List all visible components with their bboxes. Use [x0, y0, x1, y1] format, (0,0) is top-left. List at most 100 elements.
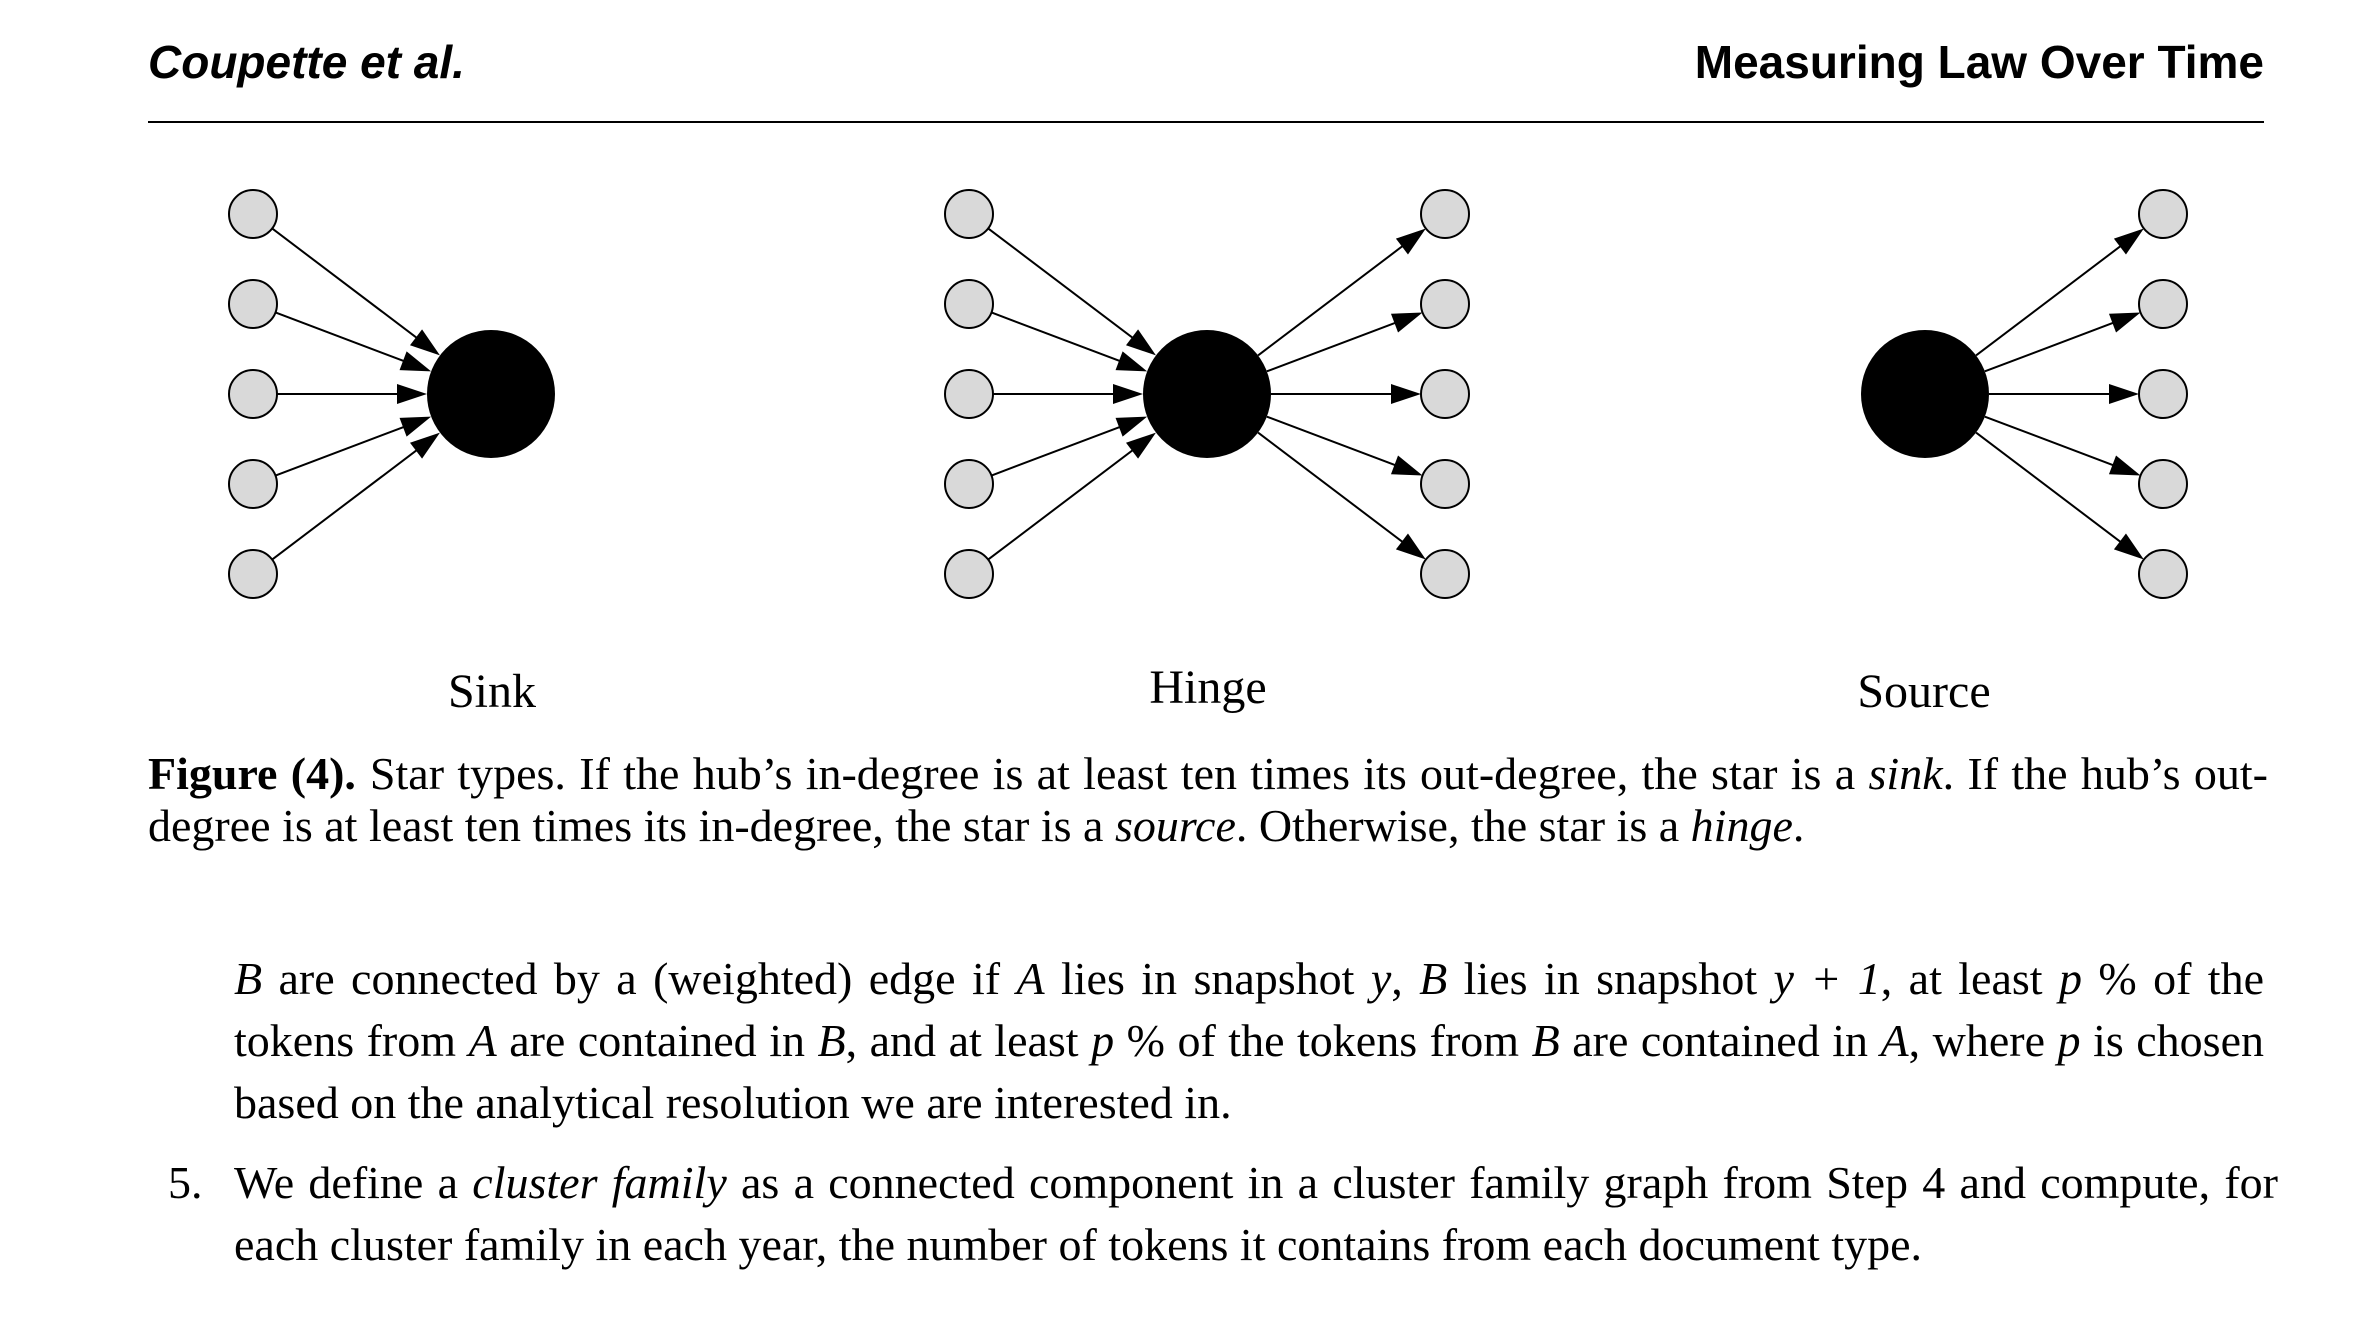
running-head: Coupette et al. Measuring Law Over Time — [148, 36, 2264, 88]
hub-node-source — [1861, 330, 1989, 458]
arrowhead — [409, 432, 440, 459]
caption-text: Star types. If the hub’s in-degree is at… — [369, 748, 1869, 799]
edge-line — [1257, 231, 1422, 357]
body-text: , at least — [1880, 953, 2059, 1004]
body-text: as a connected component in a cluster fa… — [234, 1157, 2278, 1270]
leaf-node — [944, 369, 994, 419]
label-source: Source — [1857, 665, 1991, 718]
edge-line — [271, 227, 436, 353]
leaf-node — [2138, 549, 2188, 599]
edge-line — [275, 311, 426, 371]
math-var: A — [1880, 1015, 1909, 1066]
leaf-node — [228, 189, 278, 239]
body-text: lies in snapshot — [1447, 953, 1774, 1004]
body-text: are contained in — [496, 1015, 818, 1066]
edge-line — [987, 227, 1152, 353]
leaf-node — [228, 279, 278, 329]
arrowhead — [2108, 312, 2141, 333]
body-text: % of the tokens from — [1114, 1015, 1532, 1066]
arrowhead — [1391, 384, 1421, 404]
leaf-node — [228, 369, 278, 419]
edge-line — [1975, 231, 2140, 357]
edge-line — [275, 417, 426, 477]
math-var: B — [817, 1015, 846, 1066]
list-item-text: We define a cluster family as a connecte… — [234, 1152, 2278, 1276]
body-text: , where — [1908, 1015, 2058, 1066]
running-head-title: Measuring Law Over Time — [1694, 36, 2264, 88]
math-var: p — [2057, 1015, 2081, 1066]
leaf-node — [2138, 279, 2188, 329]
math-var: B — [1531, 1015, 1560, 1066]
arrowhead — [399, 416, 432, 437]
continuation-paragraph: B are connected by a (weighted) edge if … — [234, 948, 2264, 1134]
body-text: , and at least — [845, 1015, 1092, 1066]
edge-line — [1984, 313, 2136, 373]
leaf-node — [228, 459, 278, 509]
leaf-node — [944, 459, 994, 509]
leaf-node — [1420, 459, 1470, 509]
math-var: A — [468, 1015, 497, 1066]
leaf-node — [228, 549, 278, 599]
arrowhead — [2113, 228, 2144, 255]
math-var: A — [1016, 953, 1045, 1004]
arrowhead — [399, 351, 432, 372]
leaf-node — [944, 279, 994, 329]
arrowhead — [1113, 384, 1143, 404]
caption-term-source: source — [1114, 800, 1236, 851]
caption-term-hinge: hinge — [1690, 800, 1793, 851]
edge-line — [1975, 431, 2140, 557]
leaf-node — [1420, 189, 1470, 239]
leaf-node — [2138, 369, 2188, 419]
math-expr: y + 1 — [1773, 953, 1881, 1004]
running-head-authors: Coupette et al. — [148, 36, 465, 88]
caption-text: . If the hub’s out-degree is at least te… — [148, 748, 2268, 851]
caption-term-sink: sink — [1868, 748, 1943, 799]
body-text: We define a — [234, 1157, 473, 1208]
body-text: is chosen based on the analytical resolu… — [234, 1015, 2265, 1128]
math-var: B — [1419, 953, 1448, 1004]
arrowhead — [409, 329, 440, 356]
arrowhead — [2109, 384, 2139, 404]
leaf-node — [944, 189, 994, 239]
leaf-node — [1420, 279, 1470, 329]
arrowhead — [1395, 533, 1426, 560]
label-sink: Sink — [447, 665, 537, 718]
term-cluster-family: cluster family — [472, 1157, 727, 1208]
edge-line — [1266, 415, 1418, 475]
label-hinge: Hinge — [1149, 661, 1267, 714]
math-var: B — [234, 953, 263, 1004]
caption-text: . — [1792, 800, 1805, 851]
arrowhead — [1395, 228, 1426, 255]
edge-line — [1266, 313, 1418, 373]
math-var: p — [1091, 1015, 1115, 1066]
arrowhead — [1125, 329, 1156, 356]
arrowhead — [1125, 432, 1156, 459]
arrowhead — [1390, 312, 1423, 333]
leaf-node — [1420, 369, 1470, 419]
list-number: 5. — [168, 1157, 203, 1208]
edge-line — [1984, 415, 2136, 475]
figure-caption: Figure (4). Star types. If the hub’s in-d… — [148, 748, 2268, 852]
arrowhead — [1390, 455, 1423, 476]
edge-line — [271, 435, 436, 561]
leaf-node — [2138, 189, 2188, 239]
leaf-node — [2138, 459, 2188, 509]
body-text: lies in snapshot — [1044, 953, 1371, 1004]
hub-node-sink — [427, 330, 555, 458]
arrowhead — [2113, 533, 2144, 560]
arrowhead — [1115, 416, 1148, 437]
edge-line — [1257, 431, 1422, 557]
math-var: y — [1370, 953, 1392, 1004]
figure-number: Figure (4). — [148, 748, 356, 799]
arrowhead — [2108, 455, 2141, 476]
figure-star-types: Sink Hinge Source — [228, 189, 2188, 718]
body-text: % of the tokens from — [234, 953, 2264, 1066]
hub-node-hinge — [1143, 330, 1271, 458]
header-rule — [148, 121, 2264, 123]
list-item-5: 5. We define a cluster family as a conne… — [168, 1152, 2278, 1276]
body-text: are connected by a (weighted) edge if — [262, 953, 1017, 1004]
body-text: , — [1391, 953, 1420, 1004]
leaf-node — [944, 549, 994, 599]
edge-line — [991, 311, 1142, 371]
arrowhead — [1115, 351, 1148, 372]
